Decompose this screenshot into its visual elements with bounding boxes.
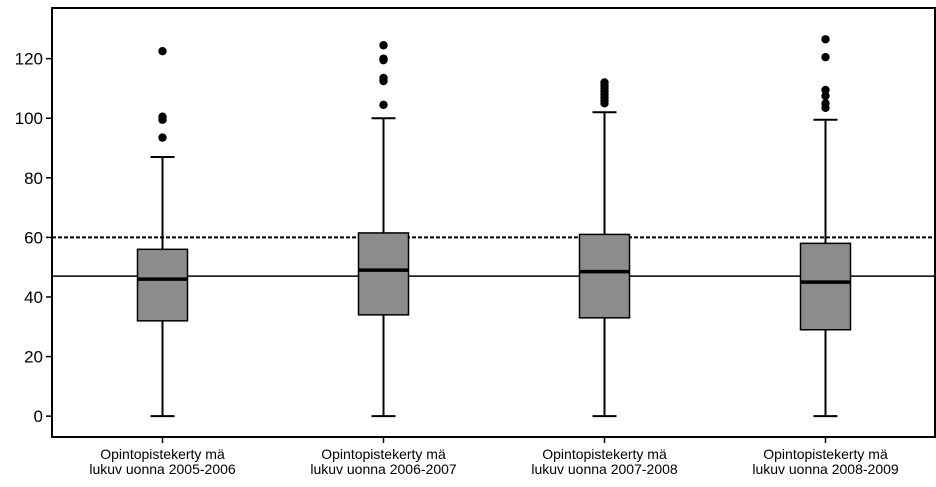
outlier-point [821, 52, 830, 62]
y-tick-label: 20 [24, 348, 43, 367]
plot-frame [51, 7, 936, 438]
outlier-point [158, 46, 167, 56]
y-tick-label: 60 [24, 228, 43, 247]
y-tick-label: 100 [15, 109, 43, 128]
box [799, 242, 852, 331]
x-category-label: Opintopistekerty mä [321, 446, 446, 462]
x-category-label: lukuv uonna 2008-2009 [752, 461, 899, 477]
outlier-point [379, 100, 388, 110]
outlier-point [821, 85, 830, 95]
outlier-point [821, 91, 830, 101]
x-category-label: lukuv uonna 2006-2007 [310, 461, 457, 477]
outlier-point [158, 112, 167, 121]
x-category-label: Opintopistekerty mä [542, 446, 667, 462]
outlier-point [379, 54, 388, 63]
box [136, 248, 189, 322]
y-tick-label: 0 [34, 407, 43, 426]
x-category-label: Opintopistekerty mä [763, 446, 888, 462]
x-category-label: Opintopistekerty mä [100, 446, 225, 462]
outlier-point [821, 35, 830, 44]
y-tick-label: 80 [24, 169, 43, 188]
outlier-point [158, 133, 167, 142]
box [578, 233, 631, 319]
outlier-point [379, 41, 388, 50]
y-tick-label: 40 [24, 288, 43, 307]
y-tick-label: 120 [15, 50, 43, 69]
outlier-point [821, 99, 830, 108]
outlier-point [379, 73, 388, 83]
outlier-point [600, 78, 609, 87]
box [357, 232, 410, 316]
x-category-label: lukuv uonna 2005-2006 [89, 461, 236, 477]
x-category-label: lukuv uonna 2007-2008 [531, 461, 678, 477]
